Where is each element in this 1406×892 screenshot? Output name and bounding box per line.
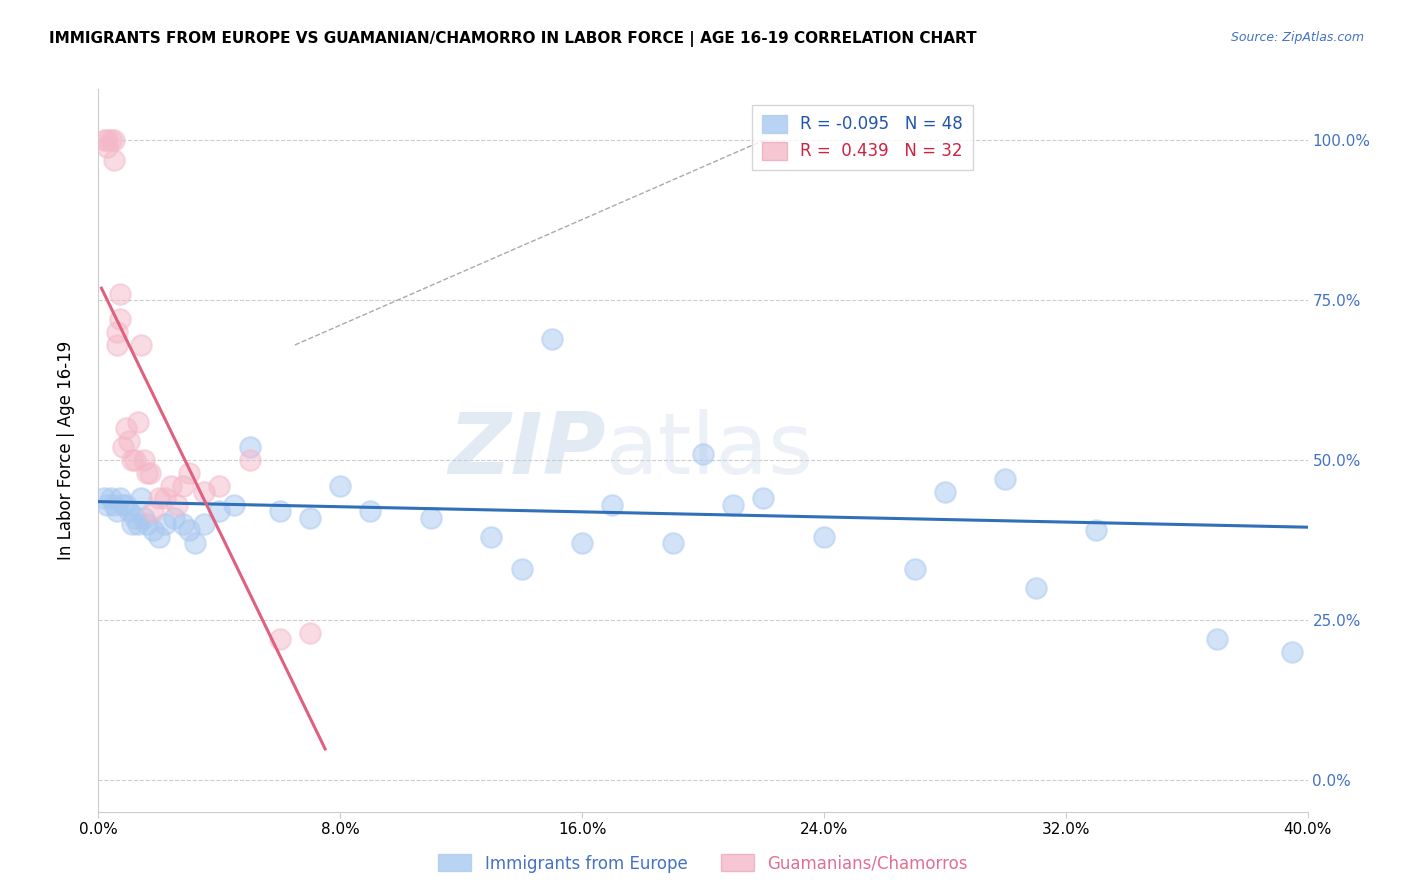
Point [127, 516, 149, 531]
Point [142, 524, 165, 538]
Point [114, 421, 136, 435]
Point [994, 472, 1017, 486]
Point [108, 286, 131, 301]
Point [135, 466, 157, 480]
Point [752, 491, 775, 506]
Point [179, 466, 201, 480]
Point [193, 516, 215, 531]
Point [208, 478, 231, 492]
Point [172, 478, 194, 492]
Point [269, 632, 291, 646]
Point [121, 516, 143, 531]
Point [103, 498, 125, 512]
Point [121, 453, 143, 467]
Point [118, 504, 141, 518]
Point [163, 510, 186, 524]
Point [96, 498, 118, 512]
Point [360, 504, 382, 518]
Point [124, 453, 146, 467]
Point [129, 491, 152, 506]
Point [111, 498, 134, 512]
Point [118, 434, 141, 448]
Point [108, 491, 131, 506]
Point [108, 312, 131, 326]
Legend: R = -0.095   N = 48, R =  0.439   N = 32: R = -0.095 N = 48, R = 0.439 N = 32 [752, 104, 973, 170]
Point [132, 510, 155, 524]
Point [103, 153, 125, 167]
Point [93, 133, 115, 147]
Point [299, 625, 322, 640]
Point [142, 504, 165, 518]
Point [904, 562, 927, 576]
Point [148, 491, 170, 506]
Point [299, 510, 322, 524]
Text: atlas: atlas [606, 409, 814, 492]
Point [723, 498, 745, 512]
Point [481, 530, 503, 544]
Point [329, 478, 352, 492]
Point [172, 516, 194, 531]
Point [193, 485, 215, 500]
Point [934, 485, 956, 500]
Point [105, 325, 128, 339]
Text: IMMIGRANTS FROM EUROPE VS GUAMANIAN/CHAMORRO IN LABOR FORCE | AGE 16-19 CORRELAT: IMMIGRANTS FROM EUROPE VS GUAMANIAN/CHAM… [49, 31, 977, 47]
Point [127, 415, 149, 429]
Point [269, 504, 291, 518]
Point [96, 133, 118, 147]
Point [224, 498, 246, 512]
Point [160, 478, 183, 492]
Point [1024, 581, 1046, 595]
Point [540, 332, 562, 346]
Text: Source: ZipAtlas.com: Source: ZipAtlas.com [1230, 31, 1364, 45]
Point [139, 466, 162, 480]
Point [105, 504, 128, 518]
Point [153, 491, 176, 506]
Point [208, 504, 231, 518]
Point [148, 530, 170, 544]
Text: ZIP: ZIP [449, 409, 606, 492]
Point [96, 140, 118, 154]
Point [1085, 524, 1108, 538]
Point [239, 453, 262, 467]
Point [571, 536, 593, 550]
Point [153, 516, 176, 531]
Point [184, 536, 207, 550]
Point [239, 440, 262, 454]
Point [93, 491, 115, 506]
Point [813, 530, 835, 544]
Y-axis label: In Labor Force | Age 16-19: In Labor Force | Age 16-19 [56, 341, 75, 560]
Point [105, 338, 128, 352]
Point [132, 453, 155, 467]
Point [1281, 645, 1303, 659]
Legend: Immigrants from Europe, Guamanians/Chamorros: Immigrants from Europe, Guamanians/Chamo… [432, 847, 974, 880]
Point [692, 447, 714, 461]
Point [100, 133, 122, 147]
Point [129, 338, 152, 352]
Point [661, 536, 683, 550]
Point [602, 498, 624, 512]
Point [1206, 632, 1229, 646]
Point [510, 562, 533, 576]
Point [114, 498, 136, 512]
Point [103, 133, 125, 147]
Point [135, 516, 157, 531]
Point [124, 510, 146, 524]
Point [179, 524, 201, 538]
Point [100, 491, 122, 506]
Point [111, 440, 134, 454]
Point [166, 498, 188, 512]
Point [420, 510, 443, 524]
